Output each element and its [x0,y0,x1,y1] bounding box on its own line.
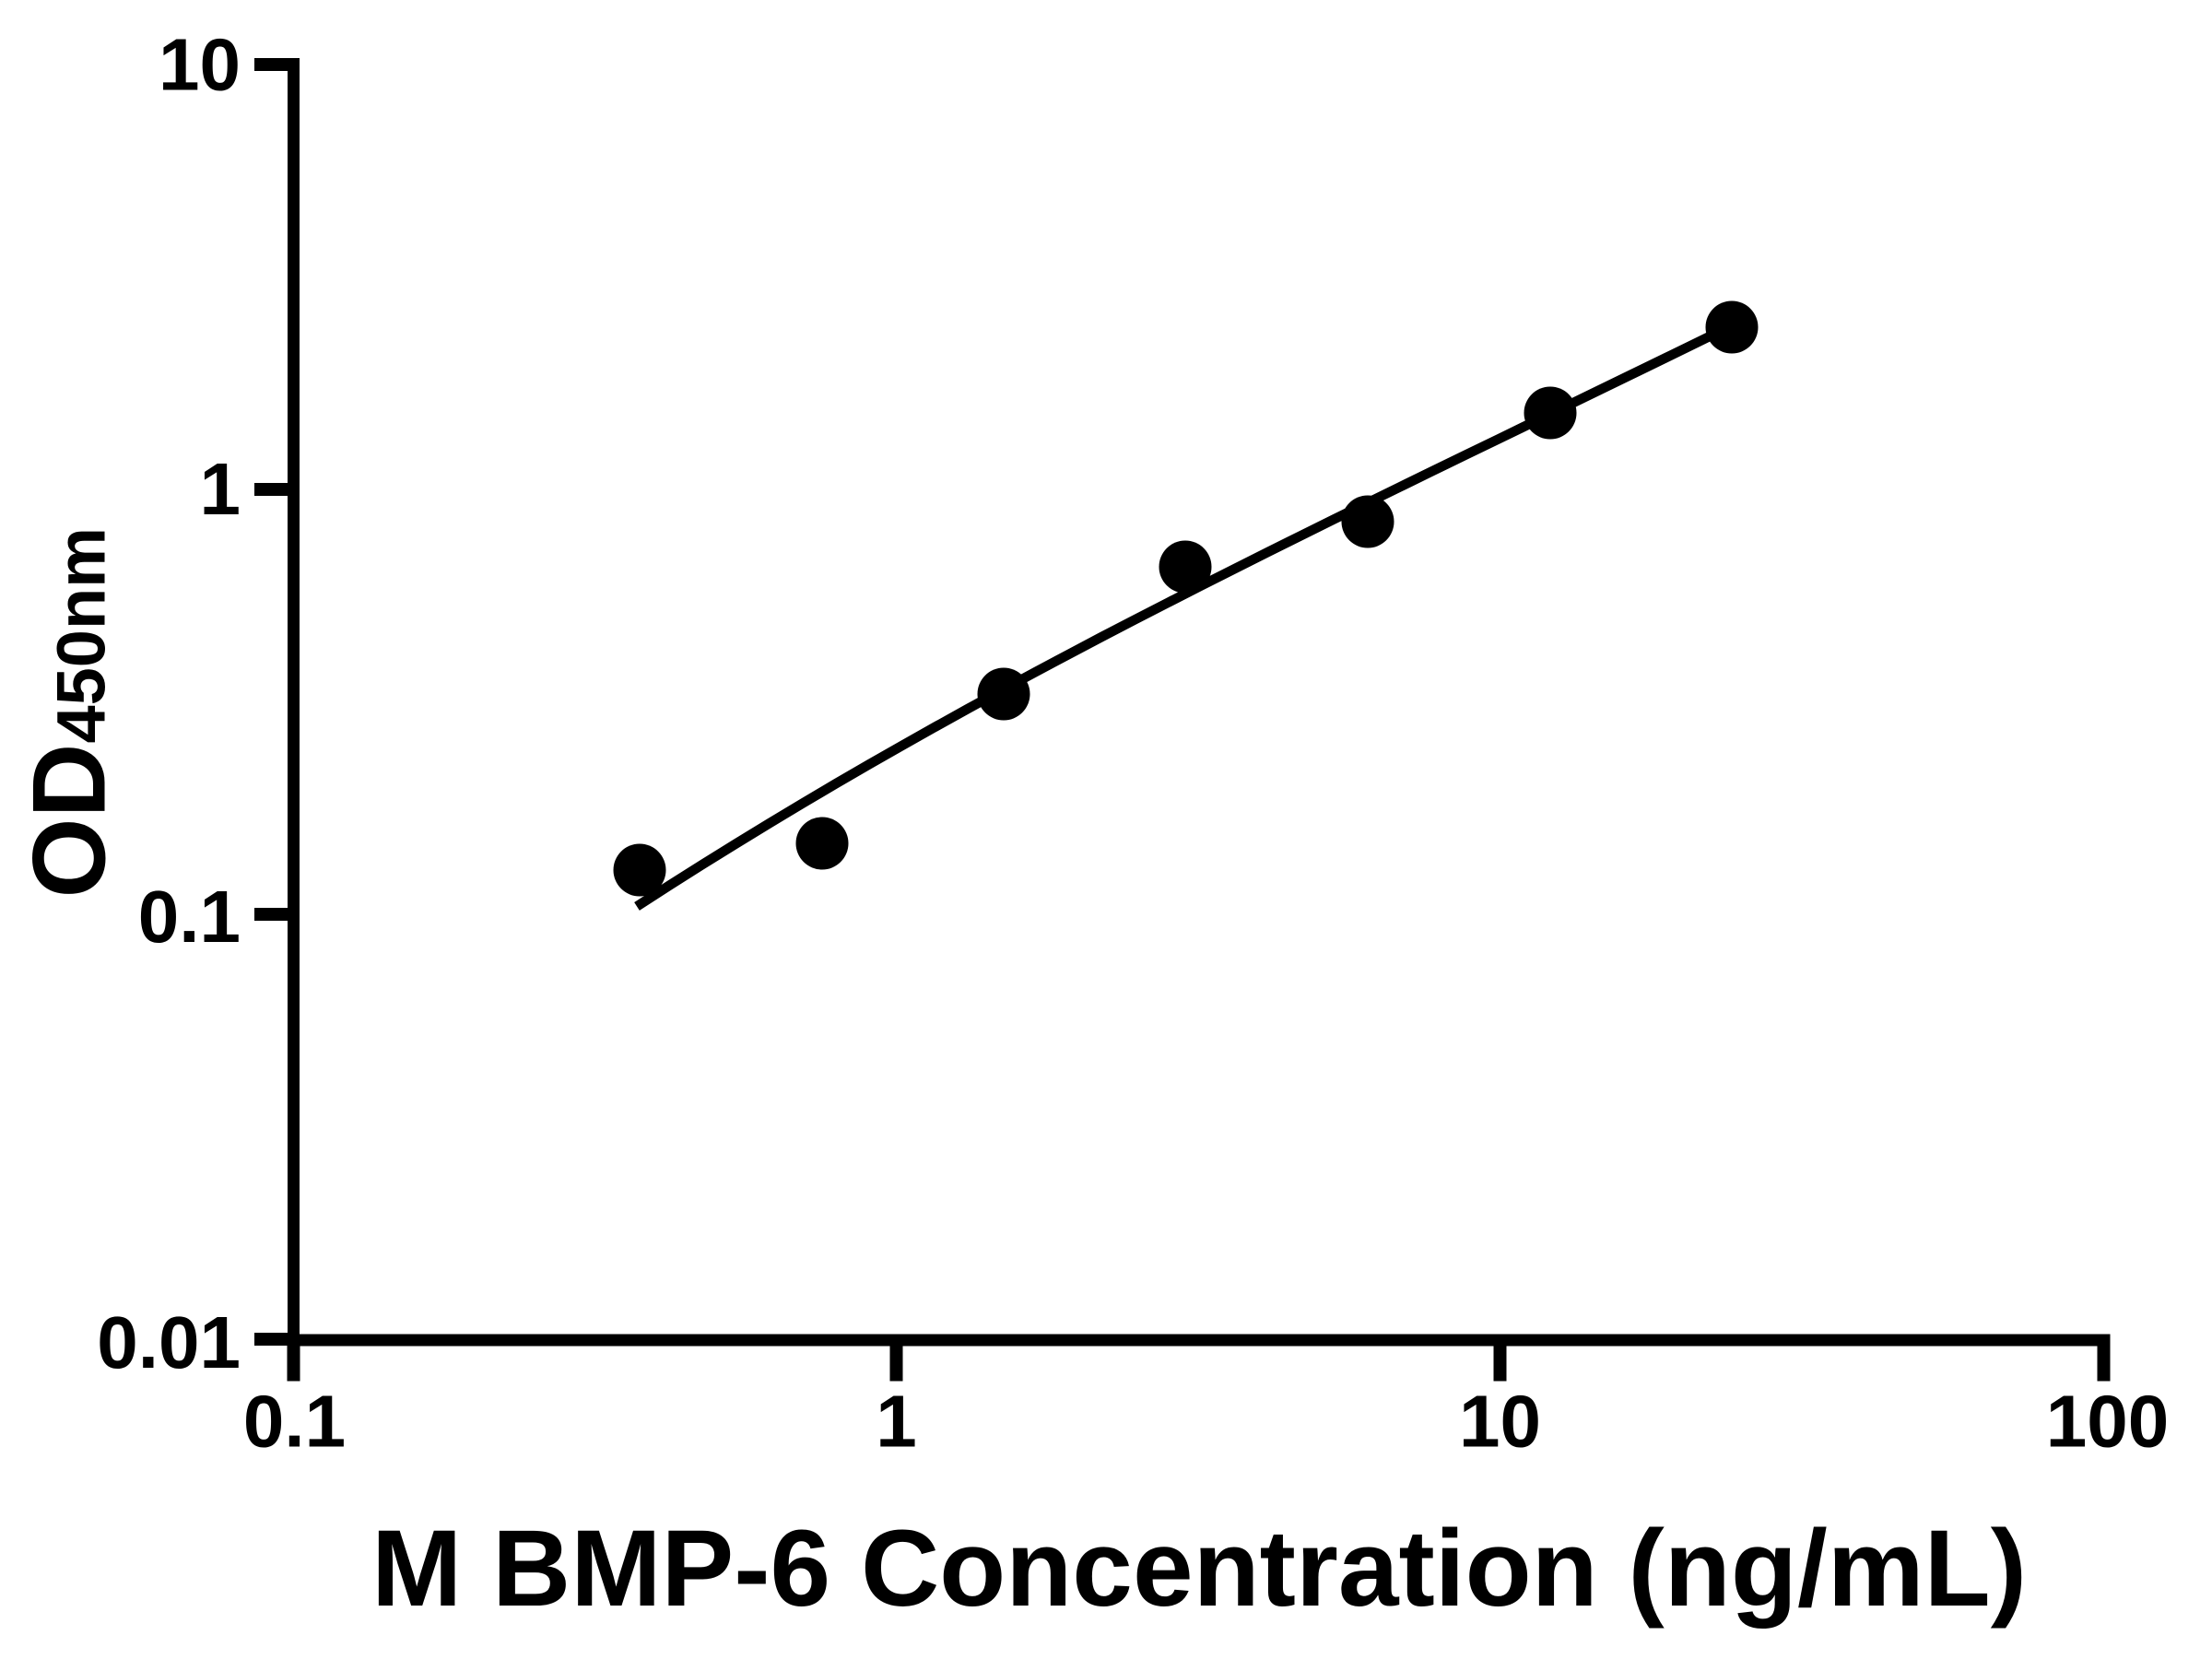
svg-text:0.1: 0.1 [138,876,241,958]
svg-text:M BMP-6 Concentration (ng/mL): M BMP-6 Concentration (ng/mL) [371,1508,2027,1630]
svg-text:100: 100 [2046,1381,2169,1463]
svg-text:1: 1 [200,448,241,530]
svg-text:0.01: 0.01 [97,1301,241,1383]
svg-text:10: 10 [1459,1381,1541,1463]
svg-text:0.1: 0.1 [243,1381,346,1463]
svg-text:10: 10 [159,24,241,106]
svg-text:1: 1 [876,1381,917,1463]
